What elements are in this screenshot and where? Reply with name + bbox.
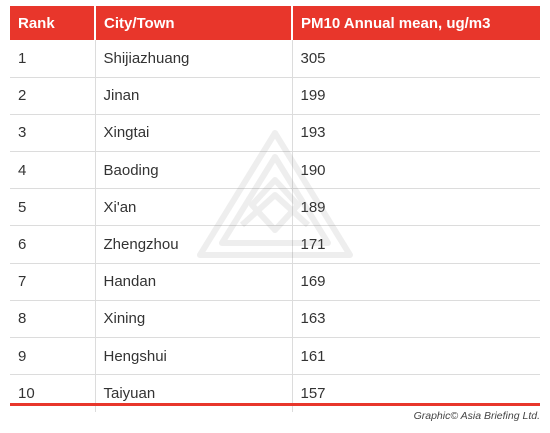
- pm10-ranking-table: Rank City/Town PM10 Annual mean, ug/m3 1…: [10, 6, 540, 412]
- city-cell: Xingtai: [95, 114, 293, 153]
- rank-cell: 9: [10, 337, 96, 376]
- city-cell: Handan: [95, 263, 293, 301]
- rank-cell: 3: [10, 114, 96, 153]
- pm10-table-container: Rank City/Town PM10 Annual mean, ug/m3 1…: [10, 6, 540, 412]
- city-cell: Jinan: [95, 77, 293, 115]
- rank-cell: 10: [10, 374, 96, 412]
- table-row: 8 Xining 163: [10, 300, 540, 339]
- header-rank: Rank: [10, 6, 96, 40]
- rank-cell: 6: [10, 225, 96, 264]
- city-cell: Baoding: [95, 151, 293, 190]
- table-row: 6 Zhengzhou 171: [10, 225, 540, 264]
- table-body: 1 Shijiazhuang 305 2 Jinan 199 3 Xingtai…: [10, 40, 540, 412]
- city-cell: Shijiazhuang: [95, 40, 293, 78]
- table-row: 5 Xi'an 189: [10, 188, 540, 227]
- pm10-value-cell: 161: [292, 337, 540, 376]
- table-row: 9 Hengshui 161: [10, 337, 540, 376]
- pm10-value-cell: 189: [292, 188, 540, 227]
- pm10-value-cell: 157: [300, 385, 326, 403]
- table-row: 10 Taiyuan 157: [10, 374, 540, 412]
- rank-cell: 2: [10, 77, 96, 115]
- rank-cell: 4: [10, 151, 96, 190]
- header-city-town: City/Town: [95, 6, 293, 40]
- pm10-value-cell: 193: [292, 114, 540, 153]
- table-bottom-border: [10, 403, 540, 406]
- rank-cell: 8: [10, 300, 96, 339]
- rank-cell: 5: [10, 188, 96, 227]
- header-pm10-annual-mean: PM10 Annual mean, ug/m3: [301, 14, 491, 32]
- city-cell: Xining: [95, 300, 293, 339]
- table-row: 3 Xingtai 193: [10, 114, 540, 153]
- table-row: 1 Shijiazhuang 305: [10, 40, 540, 78]
- table-header: Rank City/Town PM10 Annual mean, ug/m3: [10, 6, 540, 40]
- city-cell: Taiyuan: [95, 374, 293, 412]
- city-cell: Xi'an: [95, 188, 293, 227]
- rank-cell: 1: [10, 40, 96, 78]
- pm10-value-cell: 305: [292, 40, 540, 78]
- city-cell: Hengshui: [95, 337, 293, 376]
- header-row: Rank City/Town PM10 Annual mean, ug/m3: [10, 6, 540, 40]
- pm10-value-cell: 169: [292, 263, 540, 301]
- rank-cell: 7: [10, 263, 96, 301]
- pm10-value-cell: 199: [292, 77, 540, 115]
- city-cell: Zhengzhou: [95, 225, 293, 264]
- table-row: 2 Jinan 199: [10, 77, 540, 115]
- graphic-credit: Graphic© Asia Briefing Ltd.: [413, 410, 540, 422]
- pm10-value-cell: 171: [292, 225, 540, 264]
- pm10-value-cell: 190: [292, 151, 540, 190]
- pm10-value-cell: 163: [292, 300, 540, 339]
- table-row: 4 Baoding 190: [10, 151, 540, 190]
- table-row: 7 Handan 169: [10, 263, 540, 301]
